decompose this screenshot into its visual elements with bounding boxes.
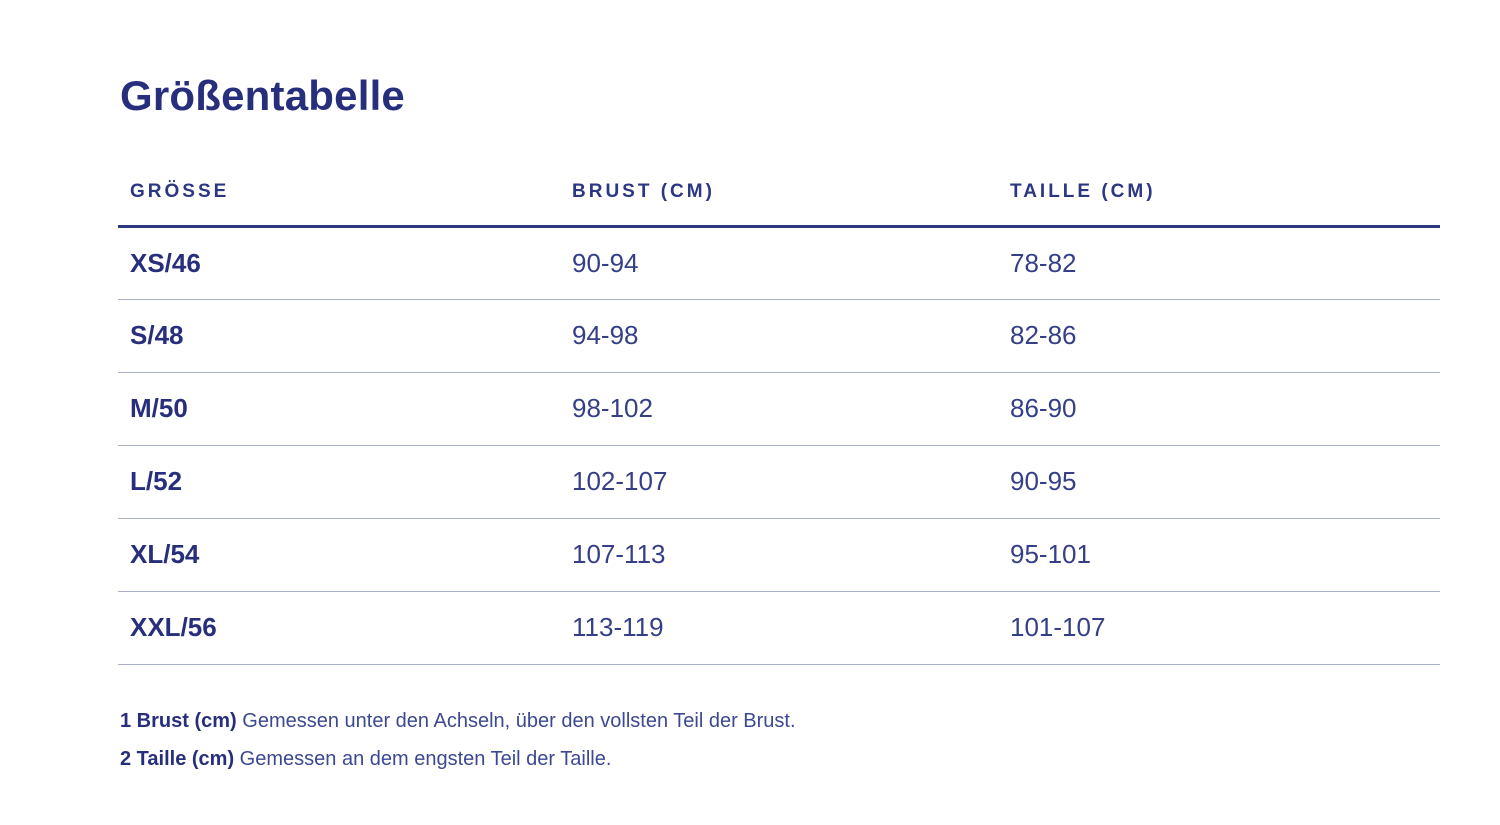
column-header-groesse: GRÖSSE [118,160,572,228]
page-title: Größentabelle [120,72,405,119]
size-label: S/48 [118,299,572,373]
brust-value: 113-119 [572,591,1010,665]
size-table: GRÖSSE BRUST (CM) TAILLE (CM) XS/46 90-9… [118,160,1440,665]
footnote-brust-label: 1 Brust (cm) [120,710,237,732]
column-header-brust: BRUST (CM) [572,160,1010,228]
taille-value: 86-90 [1010,372,1440,446]
footnote-taille-text: Gemessen an dem engsten Teil der Taille. [234,748,612,770]
size-label: XL/54 [118,518,572,592]
brust-value: 102-107 [572,445,1010,519]
column-header-taille: TAILLE (CM) [1010,160,1440,228]
taille-value: 101-107 [1010,591,1440,665]
taille-value: 82-86 [1010,299,1440,373]
table-row: XL/54 107-113 95-101 [118,518,1440,592]
footnote-brust: 1 Brust (cm) Gemessen unter den Achseln,… [120,702,796,740]
footnote-taille: 2 Taille (cm) Gemessen an dem engsten Te… [120,740,796,778]
brust-value: 94-98 [572,299,1010,373]
table-row: XXL/56 113-119 101-107 [118,591,1440,665]
table-row: S/48 94-98 82-86 [118,299,1440,373]
footnotes: 1 Brust (cm) Gemessen unter den Achseln,… [120,702,796,778]
taille-value: 95-101 [1010,518,1440,592]
size-label: XS/46 [118,226,572,300]
taille-value: 90-95 [1010,445,1440,519]
brust-value: 107-113 [572,518,1010,592]
size-label: M/50 [118,372,572,446]
table-row: L/52 102-107 90-95 [118,445,1440,519]
table-row: XS/46 90-94 78-82 [118,226,1440,300]
footnote-taille-label: 2 Taille (cm) [120,748,235,770]
size-table-header-row: GRÖSSE BRUST (CM) TAILLE (CM) [118,160,1440,228]
footnote-brust-text: Gemessen unter den Achseln, über den vol… [236,710,796,732]
brust-value: 98-102 [572,372,1010,446]
taille-value: 78-82 [1010,226,1440,300]
size-label: L/52 [118,445,572,519]
table-row: M/50 98-102 86-90 [118,372,1440,446]
brust-value: 90-94 [572,226,1010,300]
size-label: XXL/56 [118,591,572,665]
